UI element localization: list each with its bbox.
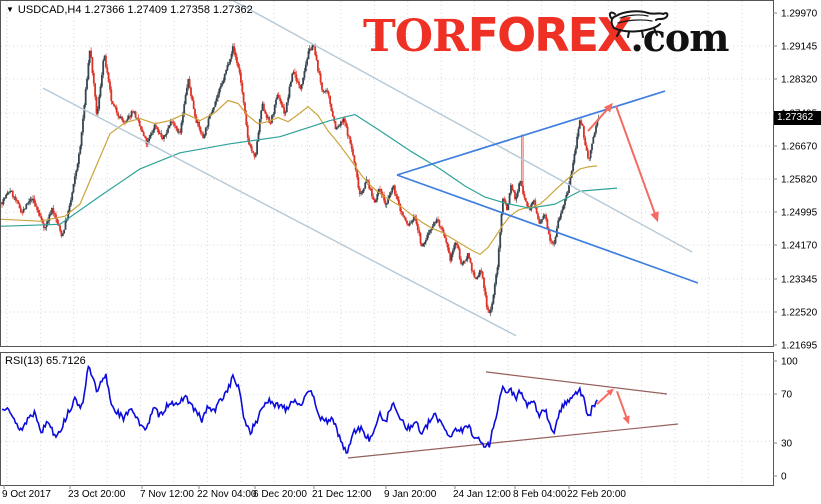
axis-label: 70 bbox=[781, 390, 793, 401]
trend-lines bbox=[42, 0, 699, 459]
axis-label: 1.23345 bbox=[781, 275, 818, 286]
logo-part-forex: FOREX bbox=[467, 8, 633, 62]
forecast-up bbox=[587, 107, 609, 132]
wedge-lower bbox=[396, 174, 699, 284]
wedge-upper bbox=[396, 90, 666, 176]
axis-labels: 1.299701.291451.283201.274951.266701.258… bbox=[2, 9, 818, 501]
logo-part-com: .com bbox=[630, 15, 729, 60]
channel-upper bbox=[231, 0, 693, 253]
axis-label: 7 Nov 12:00 bbox=[140, 489, 194, 500]
axis-label: 1.29145 bbox=[781, 42, 818, 53]
brand-logo: TORFOREX.com bbox=[363, 11, 729, 62]
axis-label: 1.24170 bbox=[781, 241, 818, 252]
axis-label: 9 Jan 20:00 bbox=[384, 489, 437, 500]
axis-label: 30 bbox=[781, 439, 793, 450]
rsi-wedge-lower bbox=[347, 423, 679, 459]
grid-lines bbox=[1, 1, 772, 484]
axis-label: 1.28320 bbox=[781, 75, 818, 86]
rsi-wedge-upper bbox=[485, 371, 668, 395]
rsi-forecast-up bbox=[596, 391, 611, 405]
logo-part-tor: TOR bbox=[363, 11, 469, 62]
axis-label: 21 Dec 12:00 bbox=[312, 489, 372, 500]
forecast-arrows bbox=[587, 102, 659, 425]
rsi-line bbox=[1, 364, 599, 455]
axis-label: 6 Dec 20:00 bbox=[253, 489, 307, 500]
rsi-indicator-label: RSI(13) 65.7126 bbox=[5, 355, 86, 367]
moving-averages bbox=[0, 99, 618, 255]
current-price-tag: 1.27362 bbox=[774, 111, 821, 125]
axis-label: 22 Nov 04:00 bbox=[197, 489, 257, 500]
candlesticks bbox=[1, 42, 600, 317]
axis-label: 24 Jan 12:00 bbox=[453, 489, 511, 500]
axis-label: 8 Feb 04:00 bbox=[513, 489, 567, 500]
axis-label: 0 bbox=[781, 472, 787, 483]
axis-label: 1.29970 bbox=[781, 9, 818, 20]
axis-label: 1.24995 bbox=[781, 208, 818, 219]
ohlc-text: USDCAD,H4 1.27366 1.27409 1.27358 1.2736… bbox=[17, 4, 253, 16]
axis-label: 9 Oct 2017 bbox=[2, 489, 51, 500]
bull-sketch-icon bbox=[608, 10, 669, 38]
panel-frames bbox=[0, 0, 774, 486]
axis-label: 1.26670 bbox=[781, 142, 818, 153]
ohlc-header: ▼ USDCAD,H4 1.27366 1.27409 1.27358 1.273… bbox=[6, 4, 253, 16]
channel-lower bbox=[42, 87, 517, 337]
axis-label: 1.21695 bbox=[781, 341, 818, 352]
axis-label: 100 bbox=[781, 357, 798, 368]
axis-label: 1.22520 bbox=[781, 308, 818, 319]
symbol-dropdown-icon[interactable]: ▼ bbox=[6, 5, 14, 14]
axis-label: 1.25820 bbox=[781, 175, 818, 186]
rsi-forecast-down bbox=[616, 390, 628, 419]
forecast-down bbox=[615, 105, 657, 216]
axis-label: 22 Feb 20:00 bbox=[567, 489, 626, 500]
axis-label: 23 Oct 20:00 bbox=[68, 489, 126, 500]
